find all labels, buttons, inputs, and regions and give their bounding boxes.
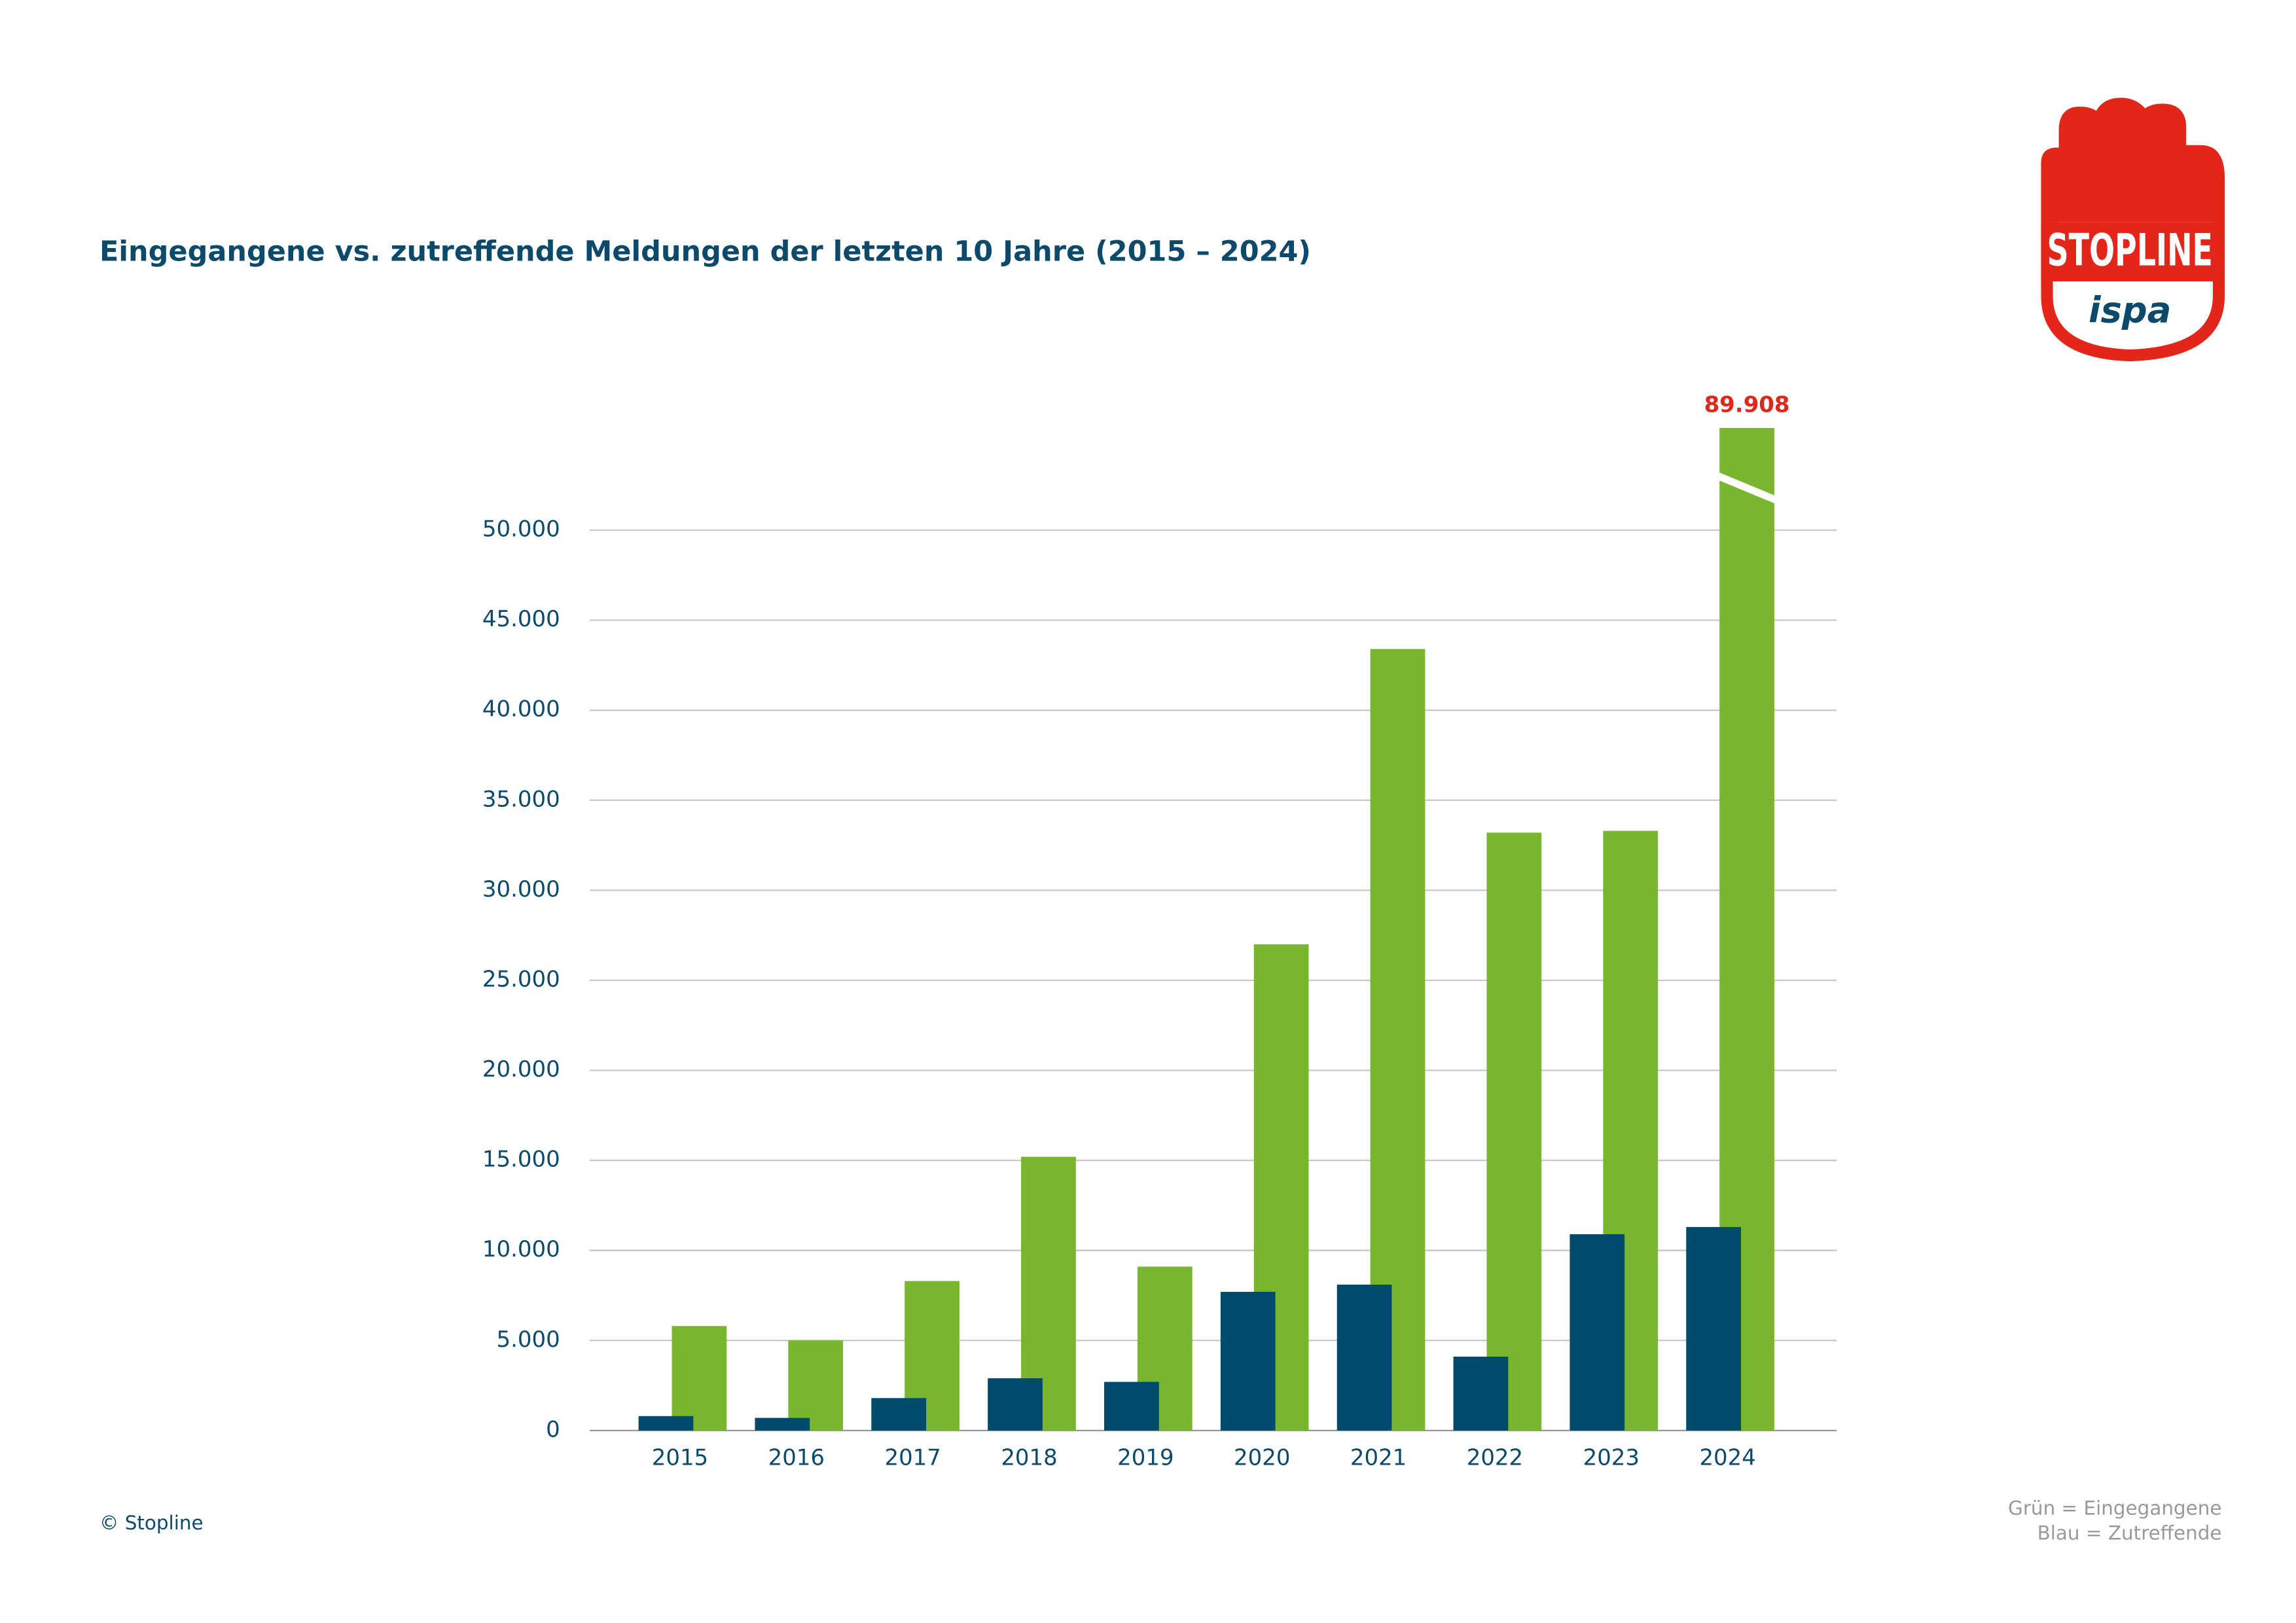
bar <box>672 1326 727 1431</box>
y-tick-label: 40.000 <box>482 696 560 722</box>
bar <box>1104 1382 1159 1431</box>
bars <box>638 427 1779 1431</box>
logo-text: STOPLINE <box>2047 224 2213 276</box>
x-tick-label: 2024 <box>1699 1444 1755 1471</box>
y-tick-label: 50.000 <box>482 516 560 543</box>
y-tick-label: 10.000 <box>482 1236 560 1262</box>
y-tick-label: 35.000 <box>482 786 560 812</box>
logo: STOPLINE ispa <box>2041 98 2225 362</box>
x-tick-label: 2023 <box>1583 1444 1640 1471</box>
x-tick-label: 2018 <box>1001 1444 1057 1471</box>
axis-break <box>1715 472 1779 505</box>
source: © Stopline <box>99 1512 204 1534</box>
legend-text: Grün = Eingegangene <box>2008 1497 2221 1519</box>
x-tick-label: 2020 <box>1234 1444 1290 1471</box>
chart-title: Eingegangene vs. zutreffende Meldungen d… <box>99 235 1311 268</box>
y-tick-label: 5.000 <box>497 1327 560 1353</box>
x-tick-label: 2015 <box>652 1444 708 1471</box>
x-tick-label: 2021 <box>1350 1444 1407 1471</box>
bar <box>988 1378 1043 1431</box>
bar <box>1220 1291 1276 1431</box>
bar <box>1336 1284 1392 1431</box>
bar <box>1486 832 1542 1431</box>
y-tick-label: 45.000 <box>482 606 560 632</box>
x-tick-label: 2019 <box>1117 1444 1174 1471</box>
y-tick-label: 0 <box>546 1416 560 1442</box>
y-tick-label: 15.000 <box>482 1147 560 1173</box>
y-tick-label: 20.000 <box>482 1056 560 1082</box>
data-label: 89.908 <box>1704 392 1790 418</box>
x-tick-label: 2022 <box>1467 1444 1523 1471</box>
logo-band <box>2041 222 2219 281</box>
bar <box>1686 1226 1742 1431</box>
legend-text: Blau = Zutreffende <box>2037 1522 2222 1544</box>
logo-subtext: ispa <box>2089 290 2171 331</box>
bar <box>788 1340 844 1431</box>
x-tick-label: 2017 <box>884 1444 941 1471</box>
bar <box>638 1416 694 1431</box>
bar <box>1570 1234 1625 1431</box>
y-tick-label: 25.000 <box>482 966 560 992</box>
bar <box>871 1398 927 1431</box>
bar <box>1719 427 1774 1431</box>
x-tick-label: 2016 <box>768 1444 825 1471</box>
bar <box>1453 1357 1509 1431</box>
bar <box>755 1418 810 1431</box>
y-tick-label: 30.000 <box>482 876 560 902</box>
